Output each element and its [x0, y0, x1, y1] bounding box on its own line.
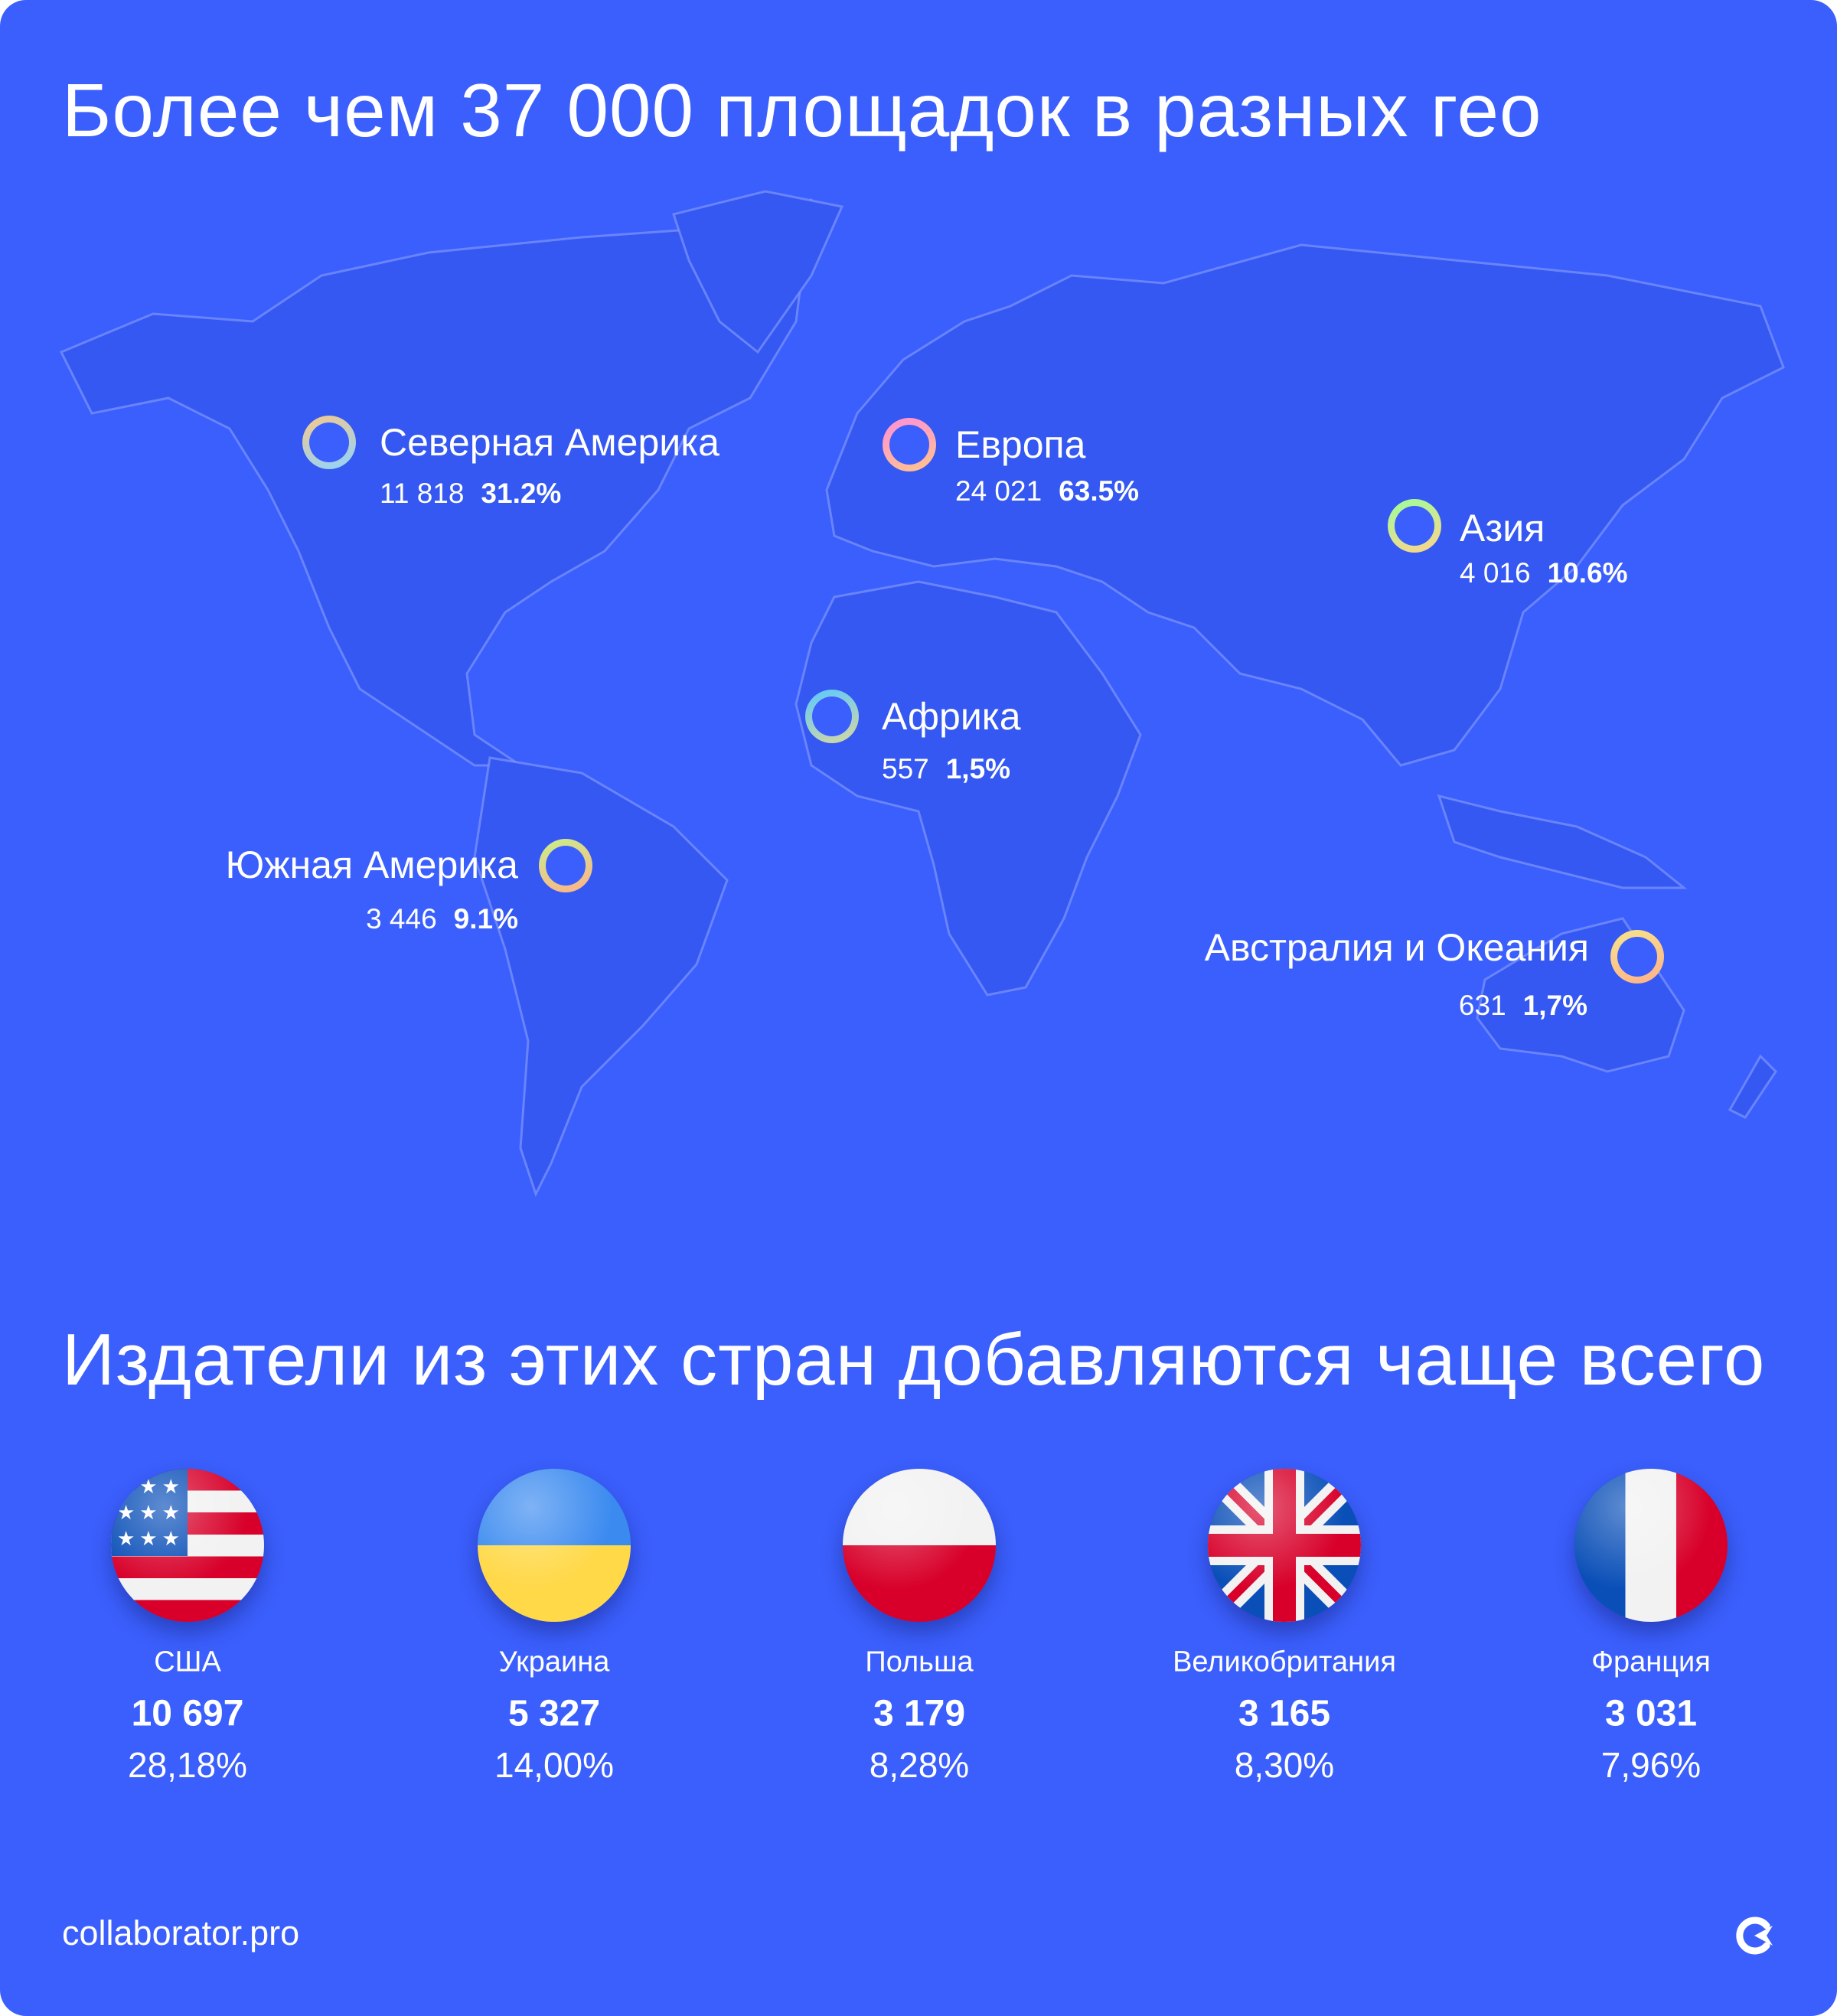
- country-count: 3 165: [1238, 1693, 1331, 1734]
- countries-section-title: Издатели из этих стран добавляются чаще …: [62, 1319, 1766, 1401]
- region-name: Северная Америка: [380, 421, 719, 464]
- region-count: 3 446: [366, 903, 437, 935]
- region-stats: 631 1,7%: [1459, 990, 1587, 1022]
- country-share: 14,00%: [494, 1745, 615, 1785]
- region-stats: 3 446 9.1%: [366, 903, 518, 935]
- country-share: 28,18%: [127, 1745, 248, 1785]
- region-name: Австралия и Океания: [1204, 926, 1589, 969]
- fr-flag-icon: [1574, 1469, 1728, 1622]
- ua-flag-icon: [478, 1469, 631, 1622]
- region-marker-ring: [805, 690, 859, 743]
- country-share: 8,30%: [1234, 1745, 1335, 1785]
- collaborator-logo-icon: [1736, 1917, 1773, 1955]
- region-name: Африка: [882, 695, 1021, 738]
- region-marker-ring: [883, 418, 936, 471]
- region-share: 9.1%: [453, 903, 518, 935]
- region-marker-ring: [1610, 930, 1664, 984]
- country-share: 7,96%: [1600, 1745, 1702, 1785]
- region-marker-ring: [1388, 499, 1441, 553]
- country-count: 3 179: [873, 1693, 966, 1734]
- region-marker-ring: [302, 416, 356, 469]
- region-stats: 557 1,5%: [882, 753, 1010, 785]
- region-name: Южная Америка: [225, 843, 518, 886]
- europe-asia-shape: [825, 243, 1785, 767]
- region-count: 557: [882, 753, 929, 785]
- region-share: 1,5%: [945, 753, 1011, 785]
- south-america-shape: [473, 756, 729, 1197]
- region-share: 10.6%: [1547, 557, 1628, 589]
- country-share: 8,28%: [869, 1745, 970, 1785]
- country-name: США: [154, 1646, 221, 1678]
- us-flag-icon: ★★★ ★★★ ★★★: [111, 1469, 264, 1622]
- country-count: 3 031: [1604, 1693, 1698, 1734]
- country-count: 10 697: [131, 1693, 244, 1734]
- new-zealand-shape: [1728, 1054, 1777, 1119]
- region-stats: 24 021 63.5%: [955, 475, 1139, 507]
- region-marker-ring: [539, 839, 592, 892]
- country-name: Украина: [498, 1646, 610, 1678]
- region-share: 1,7%: [1522, 990, 1587, 1021]
- region-count: 631: [1458, 990, 1506, 1021]
- country-name: Великобритания: [1173, 1646, 1396, 1678]
- region-name: Азия: [1460, 507, 1545, 550]
- footer-site-link[interactable]: collaborator.pro: [62, 1913, 300, 1952]
- gb-flag-icon: [1208, 1469, 1361, 1622]
- greenland-shape: [672, 190, 844, 354]
- pl-flag-icon: [843, 1469, 996, 1622]
- region-count: 24 021: [955, 475, 1042, 507]
- north-america-shape: [59, 198, 813, 767]
- page-title: Более чем 37 000 площадок в разных гео: [62, 68, 1542, 152]
- region-name: Европа: [955, 423, 1086, 466]
- africa-shape: [795, 580, 1142, 997]
- region-count: 4 016: [1460, 557, 1531, 589]
- region-share: 63.5%: [1059, 475, 1140, 507]
- region-share: 31.2%: [481, 478, 562, 509]
- country-name: Польша: [865, 1646, 974, 1678]
- country-count: 5 327: [507, 1693, 601, 1734]
- region-count: 11 818: [380, 478, 465, 509]
- country-name: Франция: [1591, 1646, 1711, 1678]
- region-stats: 11 818 31.2%: [380, 478, 561, 510]
- southeast-asia-shape: [1437, 794, 1688, 889]
- region-stats: 4 016 10.6%: [1460, 557, 1628, 589]
